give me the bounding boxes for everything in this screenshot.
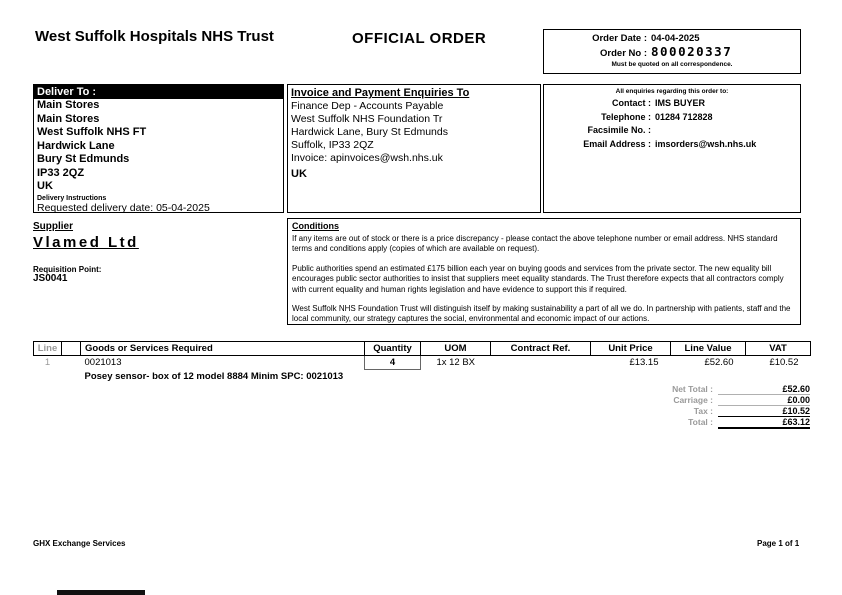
deliver-to-line: Bury St Edmunds <box>37 153 130 165</box>
requested-delivery-date: Requested delivery date: 05-04-2025 <box>37 201 210 214</box>
conditions-paragraph: Public authorities spend an estimated £1… <box>292 263 784 294</box>
deliver-to-line: Main Stores <box>37 99 100 111</box>
deliver-to-line: West Suffolk NHS FT <box>37 126 147 138</box>
document-title: OFFICIAL ORDER <box>352 30 487 47</box>
total-row: Total : £63.12 <box>620 417 810 429</box>
deliver-to-line: UK <box>37 180 53 192</box>
invoice-enquiries-box: Invoice and Payment Enquiries To Finance… <box>287 84 541 213</box>
trust-name: West Suffolk Hospitals NHS Trust <box>35 28 274 45</box>
conditions-paragraph: West Suffolk NHS Foundation Trust will d… <box>292 303 791 324</box>
order-number-value: 800020337 <box>651 44 733 59</box>
invoice-address-line: Hardwick Lane, Bury St Edmunds <box>291 126 448 138</box>
conditions-paragraph: If any items are out of stock or there i… <box>292 234 778 254</box>
deliver-to-heading: Deliver To : <box>34 85 283 99</box>
item-quantity: 4 <box>364 355 421 370</box>
footer-page-number: Page 1 of 1 <box>757 539 800 548</box>
col-header-blank <box>61 341 81 356</box>
col-header-line-value: Line Value <box>670 341 746 356</box>
carriage-row: Carriage : £0.00 <box>620 395 810 406</box>
enquiries-heading: All enquiries regarding this order to: <box>615 88 729 95</box>
tax-value: £10.52 <box>718 406 810 417</box>
facsimile-label: Facsimile No. : <box>587 125 651 135</box>
order-date-value: 04-04-2025 <box>651 33 700 44</box>
col-header-vat: VAT <box>745 341 811 356</box>
invoice-email-line: Invoice: apinvoices@wsh.nhs.uk <box>291 152 443 164</box>
items-table: Line Goods or Services Required Quantity… <box>33 341 811 383</box>
contact-value: IMS BUYER <box>655 98 706 108</box>
col-header-quantity: Quantity <box>364 341 421 356</box>
invoice-address-line: Finance Dep - Accounts Payable <box>291 100 444 112</box>
item-description-row: Posey sensor- box of 12 model 8884 Minim… <box>34 370 811 384</box>
item-code: 0021013 <box>84 357 122 369</box>
deliver-to-box: Deliver To : Main Stores Main Stores Wes… <box>33 84 284 214</box>
requisition-point-value: JS0041 <box>33 273 68 284</box>
delivery-instructions-label: Delivery Instructions <box>37 194 107 202</box>
conditions-box: Conditions If any items are out of stock… <box>287 218 801 325</box>
contact-label: Contact : <box>612 98 651 108</box>
facsimile-value <box>655 125 800 135</box>
net-total-value: £52.60 <box>718 384 810 395</box>
requisition-point-label: Requisition Point: <box>33 265 102 274</box>
footer-service-name: GHX Exchange Services <box>33 539 126 548</box>
net-total-label: Net Total : <box>672 384 713 394</box>
invoice-address-line: Suffolk, IP33 2QZ <box>291 139 374 151</box>
email-value: imsorders@wsh.nhs.uk <box>655 138 757 149</box>
col-header-goods: Goods or Services Required <box>80 341 365 356</box>
telephone-label: Telephone : <box>601 111 651 122</box>
col-header-unit-price: Unit Price <box>590 341 671 356</box>
tax-label: Tax : <box>693 406 713 416</box>
invoice-address-line: West Suffolk NHS Foundation Tr <box>291 113 443 125</box>
order-quote-note: Must be quoted on all correspondence. <box>611 61 733 68</box>
item-contract-ref <box>491 356 591 370</box>
deliver-to-line: Hardwick Lane <box>37 139 115 152</box>
item-row: 1 0021013 4 1x 12 BX £13.15 £52.60 £10.5… <box>34 355 811 370</box>
telephone-row: Telephone : 01284 712828 <box>544 112 800 122</box>
order-date-label: Order Date : <box>592 33 647 44</box>
totals-block: Net Total : £52.60 Carriage : £0.00 Tax … <box>620 384 810 429</box>
col-header-contract-ref: Contract Ref. <box>490 341 591 356</box>
item-blank-cell <box>62 356 81 370</box>
col-header-line: Line <box>33 341 62 356</box>
item-vat: £10.52 <box>769 357 799 369</box>
supplier-name: Vlamed Ltd <box>33 234 139 251</box>
email-label: Email Address : <box>583 138 651 149</box>
item-line-number: 1 <box>44 357 51 369</box>
col-header-uom: UOM <box>420 341 491 356</box>
carriage-label: Carriage : <box>673 395 713 405</box>
facsimile-row: Facsimile No. : <box>544 125 800 135</box>
supplier-label: Supplier <box>33 221 74 232</box>
telephone-value: 01284 712828 <box>655 111 713 122</box>
invoice-enquiries-heading: Invoice and Payment Enquiries To <box>291 87 470 99</box>
email-row: Email Address : imsorders@wsh.nhs.uk <box>544 139 800 149</box>
item-blank-cell <box>62 370 81 384</box>
order-info-box: Order Date : 04-04-2025 Order No : 80002… <box>543 29 801 74</box>
page-edge-artifact <box>57 590 145 595</box>
carriage-value: £0.00 <box>718 395 810 406</box>
item-line-value: £52.60 <box>704 357 734 369</box>
tax-row: Tax : £10.52 <box>620 406 810 417</box>
item-unit-price: £13.15 <box>629 357 659 369</box>
deliver-to-line: Main Stores <box>37 112 100 125</box>
order-number-label: Order No : <box>600 48 647 59</box>
item-uom: 1x 12 BX <box>436 357 476 369</box>
items-header-row: Line Goods or Services Required Quantity… <box>33 341 811 356</box>
contact-row: Contact : IMS BUYER <box>544 98 800 108</box>
invoice-country: UK <box>291 168 307 180</box>
order-number-row: Order No : 800020337 <box>544 44 800 59</box>
conditions-heading: Conditions <box>292 221 339 231</box>
total-value: £63.12 <box>718 417 810 429</box>
enquiries-contact-box: All enquiries regarding this order to: C… <box>543 84 801 213</box>
order-date-row: Order Date : 04-04-2025 <box>544 33 800 44</box>
deliver-to-line: IP33 2QZ <box>37 166 85 179</box>
net-total-row: Net Total : £52.60 <box>620 384 810 395</box>
item-blank-cell <box>34 370 62 384</box>
total-label: Total : <box>688 417 713 427</box>
item-description: Posey sensor- box of 12 model 8884 Minim… <box>84 371 344 382</box>
